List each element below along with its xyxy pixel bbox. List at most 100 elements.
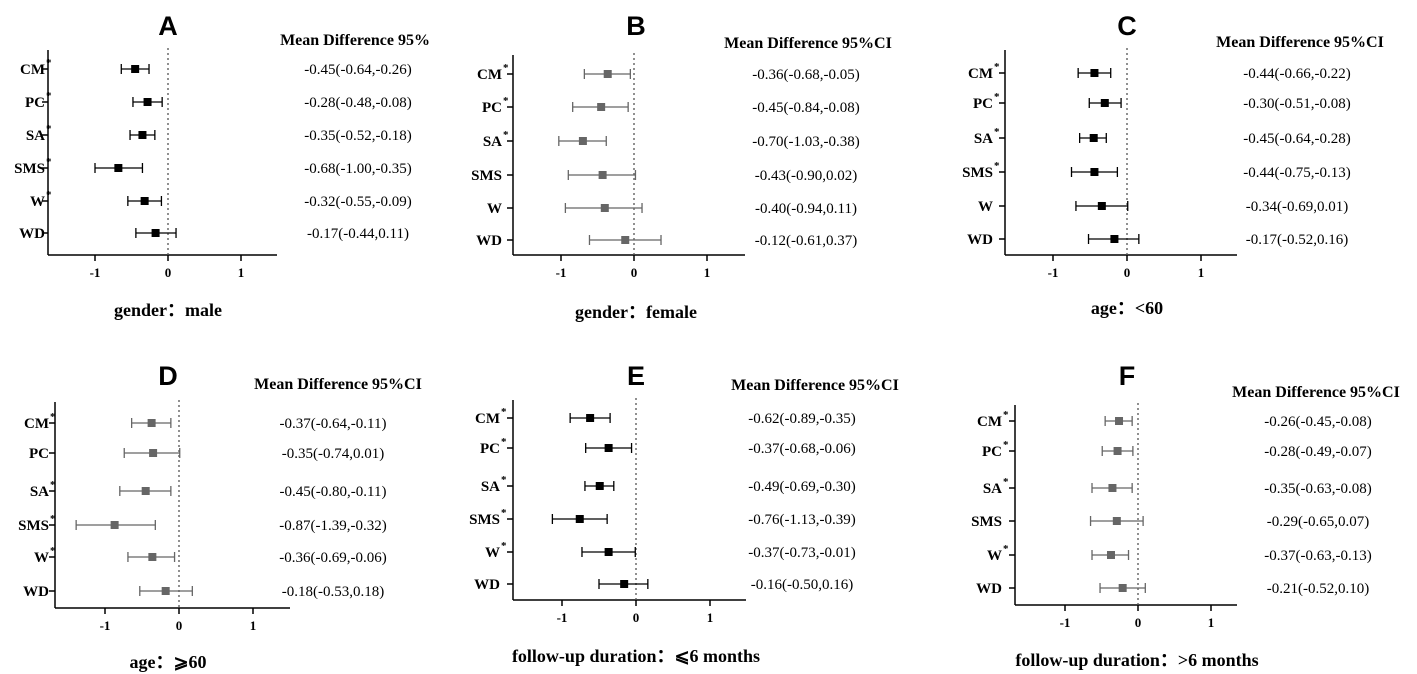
panel-a: A Mean Difference 95%-1 0 1CM * -0.45(-0.64,-…: [14, 11, 430, 320]
mean-point-marker: [598, 171, 607, 179]
significance-star: *: [46, 90, 52, 102]
ci-value-label: -0.37(-0.68,-0.06): [748, 441, 855, 457]
panel-letter: C: [1117, 11, 1137, 41]
x-tick-label: -1: [556, 265, 567, 280]
mean-point-marker: [143, 98, 152, 106]
mean-point-marker: [1115, 417, 1124, 425]
ci-value-label: -0.37(-0.73,-0.01): [748, 545, 855, 561]
row-label-sms: SMS: [18, 518, 49, 534]
significance-star: *: [503, 95, 509, 107]
row-label-cm: CM: [24, 416, 49, 432]
mean-point-marker: [604, 548, 613, 556]
x-tick-label: -1: [557, 610, 568, 625]
mean-point-marker: [138, 131, 147, 139]
row-label-sa: SA: [26, 128, 45, 144]
ci-column-header: Mean Difference 95%CI: [731, 377, 899, 394]
panel-e: E Mean Difference 95%CI-1 0 1CM * -0.62(-0.89…: [469, 361, 899, 666]
mean-point-marker: [1113, 447, 1122, 455]
mean-point-marker: [1089, 134, 1098, 142]
row-label-pc: PC: [482, 100, 502, 116]
ci-column-header: Mean Difference 95%CI: [1232, 384, 1400, 401]
row-label-cm: CM: [477, 67, 502, 83]
row-label-w: W: [485, 545, 500, 561]
row-label-sms: SMS: [14, 161, 45, 177]
row-label-w: W: [987, 548, 1002, 564]
significance-star: *: [1003, 409, 1009, 421]
mean-point-marker: [148, 553, 157, 561]
significance-star: *: [46, 156, 52, 168]
significance-star: *: [46, 123, 52, 135]
significance-star: *: [994, 126, 1000, 138]
x-tick-label: 1: [707, 610, 714, 625]
mean-point-marker: [1108, 484, 1117, 492]
significance-star: *: [994, 61, 1000, 73]
x-tick-label: -1: [1060, 615, 1071, 630]
ci-value-label: -0.49(-0.69,-0.30): [748, 479, 855, 495]
row-label-pc: PC: [982, 444, 1002, 460]
subgroup-title: gender：male: [114, 300, 222, 320]
ci-column-header: Mean Difference 95%CI: [254, 376, 422, 393]
ci-value-label: -0.45(-0.84,-0.08): [752, 100, 859, 116]
mean-point-marker: [114, 164, 123, 172]
mean-point-marker: [603, 70, 612, 78]
significance-star: *: [501, 507, 507, 519]
ci-value-label: -0.18(-0.53,0.18): [282, 584, 384, 600]
ci-value-label: -0.32(-0.55,-0.09): [304, 194, 411, 210]
subgroup-title: gender：female: [575, 302, 697, 322]
ci-value-label: -0.28(-0.48,-0.08): [304, 95, 411, 111]
ci-value-label: -0.21(-0.52,0.10): [1267, 581, 1369, 597]
ci-value-label: -0.44(-0.66,-0.22): [1243, 66, 1350, 82]
mean-point-marker: [604, 444, 613, 452]
ci-value-label: -0.87(-1.39,-0.32): [279, 518, 386, 534]
mean-point-marker: [597, 103, 606, 111]
row-label-w: W: [30, 194, 45, 210]
ci-value-label: -0.62(-0.89,-0.35): [748, 411, 855, 427]
significance-star: *: [994, 160, 1000, 172]
significance-star: *: [50, 411, 56, 423]
significance-star: *: [503, 62, 509, 74]
ci-value-label: -0.29(-0.65,0.07): [1267, 514, 1369, 530]
mean-point-marker: [1090, 69, 1099, 77]
mean-point-marker: [161, 587, 170, 595]
row-label-sa: SA: [483, 134, 502, 150]
ci-value-label: -0.44(-0.75,-0.13): [1243, 165, 1350, 181]
ci-value-label: -0.16(-0.50,0.16): [751, 577, 853, 593]
x-tick-label: 0: [1124, 265, 1131, 280]
subgroup-title: follow-up duration：⩽6 months: [512, 646, 760, 666]
mean-point-marker: [1090, 168, 1099, 176]
mean-point-marker: [131, 65, 140, 73]
ci-value-label: -0.68(-1.00,-0.35): [304, 161, 411, 177]
panel-letter: F: [1119, 361, 1136, 391]
significance-star: *: [50, 479, 56, 491]
significance-star: *: [50, 545, 56, 557]
subgroup-title: age：<60: [1091, 298, 1163, 318]
mean-point-marker: [586, 414, 595, 422]
ci-value-label: -0.34(-0.69,0.01): [1246, 199, 1348, 215]
ci-value-label: -0.35(-0.63,-0.08): [1264, 481, 1371, 497]
ci-value-label: -0.35(-0.74,0.01): [282, 446, 384, 462]
x-tick-label: 0: [165, 265, 172, 280]
row-label-wd: WD: [19, 226, 45, 242]
significance-star: *: [501, 540, 507, 552]
mean-point-marker: [151, 229, 160, 237]
row-label-w: W: [487, 201, 502, 217]
ci-value-label: -0.76(-1.13,-0.39): [748, 512, 855, 528]
ci-column-header: Mean Difference 95%: [280, 32, 430, 49]
row-label-sms: SMS: [962, 165, 993, 181]
x-tick-label: 1: [1198, 265, 1205, 280]
row-label-sms: SMS: [469, 512, 500, 528]
x-tick-label: 0: [1135, 615, 1142, 630]
ci-column-header: Mean Difference 95%CI: [724, 35, 892, 52]
mean-point-marker: [1106, 551, 1115, 559]
row-label-cm: CM: [977, 414, 1002, 430]
mean-point-marker: [595, 482, 604, 490]
significance-star: *: [994, 91, 1000, 103]
ci-value-label: -0.37(-0.63,-0.13): [1264, 548, 1371, 564]
row-label-sa: SA: [481, 479, 500, 495]
mean-point-marker: [1118, 584, 1127, 592]
ci-column-header: Mean Difference 95%CI: [1216, 34, 1384, 51]
x-tick-label: 1: [238, 265, 245, 280]
ci-value-label: -0.45(-0.64,-0.28): [1243, 131, 1350, 147]
